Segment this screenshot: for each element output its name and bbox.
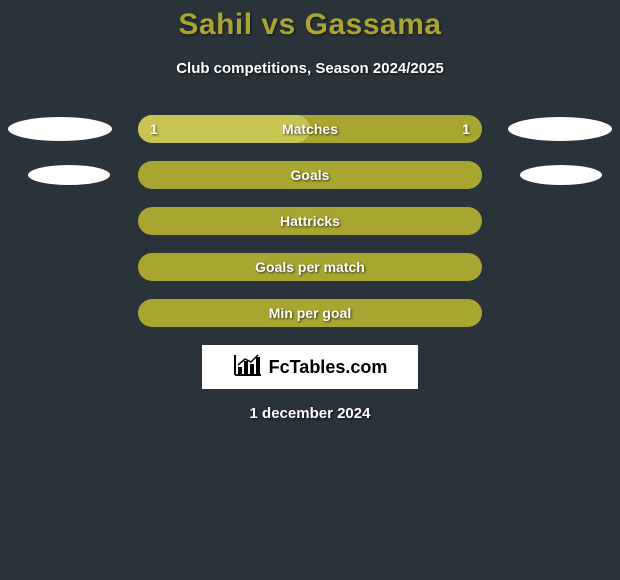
page-title: Sahil vs Gassama xyxy=(0,0,620,42)
stat-bar-fill xyxy=(138,115,310,143)
stat-row: 1 1 Matches xyxy=(0,115,620,143)
stat-rows: 1 1 Matches Goals Hattricks Goals per ma… xyxy=(0,115,620,327)
stat-bar-track xyxy=(138,299,482,327)
logo-box: FcTables.com xyxy=(202,345,418,389)
left-ellipse xyxy=(28,165,110,185)
comparison-card: Sahil vs Gassama Club competitions, Seas… xyxy=(0,0,620,580)
stat-bar-track xyxy=(138,253,482,281)
date-text: 1 december 2024 xyxy=(0,405,620,422)
stat-row: Min per goal xyxy=(0,299,620,327)
left-ellipse xyxy=(8,117,112,141)
stat-value-right: 1 xyxy=(462,115,470,143)
right-ellipse xyxy=(508,117,612,141)
stat-row: Goals xyxy=(0,161,620,189)
stat-value-left: 1 xyxy=(150,115,158,143)
stat-bar-track xyxy=(138,207,482,235)
logo-text: FcTables.com xyxy=(269,357,388,378)
bar-chart-icon xyxy=(233,353,263,382)
stat-row: Goals per match xyxy=(0,253,620,281)
right-ellipse xyxy=(520,165,602,185)
stat-bar-track xyxy=(138,161,482,189)
stat-row: Hattricks xyxy=(0,207,620,235)
subtitle: Club competitions, Season 2024/2025 xyxy=(0,60,620,77)
stat-bar-track xyxy=(138,115,482,143)
